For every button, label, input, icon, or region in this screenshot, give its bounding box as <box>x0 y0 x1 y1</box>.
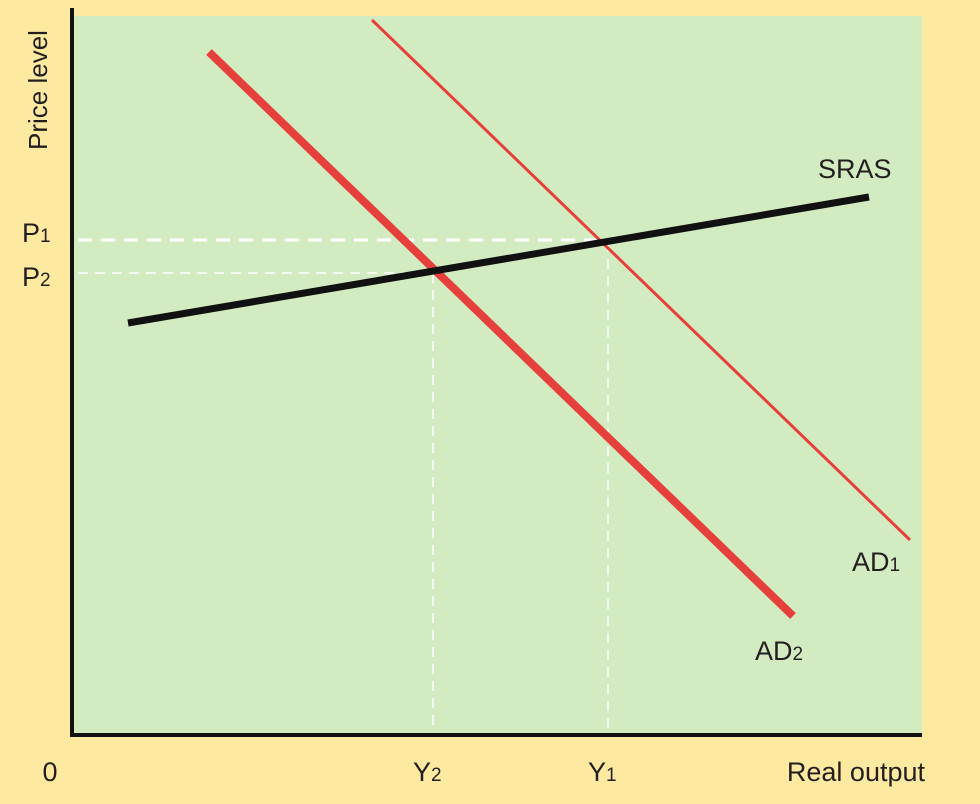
guide-lines <box>78 238 609 732</box>
sras-label: SRAS <box>818 154 892 184</box>
y1-label: Y1 <box>588 757 617 787</box>
ad1-label: AD1 <box>852 547 900 577</box>
ad1-curve <box>370 18 912 542</box>
plot-area <box>72 16 922 734</box>
p2-label: P2 <box>22 262 51 292</box>
ad2-curve <box>206 49 796 619</box>
y2-label: Y2 <box>413 757 442 787</box>
sras-curve <box>127 193 870 327</box>
p1-label: P1 <box>22 218 51 248</box>
x-axis-label: Real output <box>787 757 926 787</box>
y-axis-label: Price level <box>23 30 53 150</box>
origin-label: 0 <box>42 757 57 787</box>
ad2-label: AD2 <box>755 636 803 666</box>
